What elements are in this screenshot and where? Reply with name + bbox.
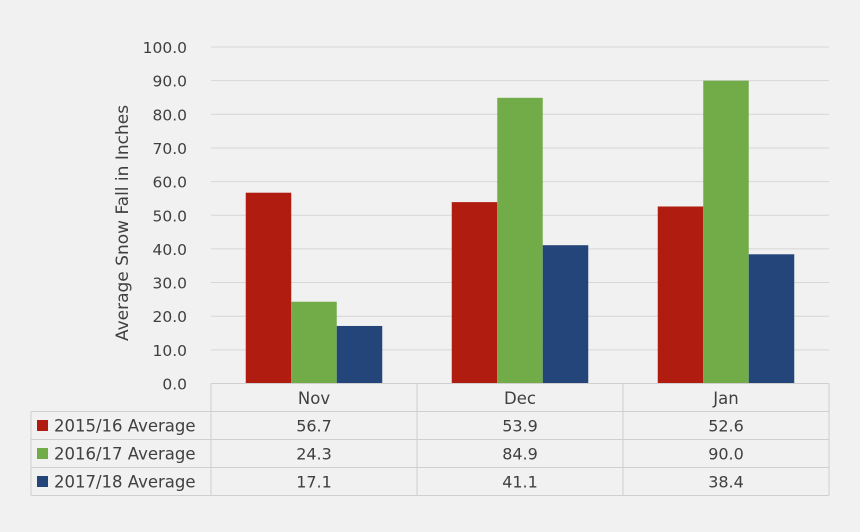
- legend-label: 2017/18 Average: [54, 473, 196, 492]
- bar-dec-series-3: [542, 245, 589, 384]
- data-cell: 56.7: [296, 417, 332, 436]
- y-tick-label: 50.0: [152, 207, 187, 225]
- data-cell: 84.9: [502, 445, 538, 464]
- bars: [245, 80, 795, 384]
- y-axis-ticks: 0.0 10.0 20.0 30.0 40.0 50.0 60.0 70.0 80.0 90.0 1…: [143, 39, 187, 394]
- data-cell: 52.6: [708, 417, 744, 436]
- data-cell: 41.1: [502, 473, 538, 492]
- y-tick-label: 10.0: [152, 342, 187, 360]
- data-cell: 24.3: [296, 445, 332, 464]
- y-tick-label: 30.0: [152, 275, 187, 293]
- category-label-nov: Nov: [298, 389, 330, 408]
- category-label-dec: Dec: [504, 389, 536, 408]
- y-tick-label: 60.0: [152, 174, 187, 192]
- y-tick-label: 70.0: [152, 140, 187, 158]
- y-tick-label: 40.0: [152, 241, 187, 259]
- data-cell: 38.4: [708, 473, 744, 492]
- y-tick-label: 90.0: [152, 73, 187, 91]
- bar-nov-series-1: [245, 192, 292, 384]
- y-tick-label: 0.0: [162, 376, 187, 394]
- bar-jan-series-2: [703, 80, 749, 384]
- legend-swatch: [37, 476, 48, 487]
- legend-swatch: [37, 420, 48, 431]
- data-cell: 17.1: [296, 473, 332, 492]
- y-axis-label: Average Snow Fall in Inches: [113, 105, 133, 341]
- bar-jan-series-1: [657, 206, 704, 384]
- legend-label: 2016/17 Average: [54, 445, 196, 464]
- y-tick-label: 20.0: [152, 308, 187, 326]
- bar-nov-series-2: [291, 301, 337, 384]
- data-table: Nov Dec Jan 2015/16 Average 56.7 53.9 52.6 2016…: [30, 383, 830, 496]
- y-tick-label: 100.0: [143, 39, 187, 57]
- bar-jan-series-3: [748, 254, 795, 384]
- legend-label: 2015/16 Average: [54, 417, 196, 436]
- bar-nov-series-3: [336, 325, 383, 384]
- bar-dec-series-1: [451, 202, 498, 384]
- data-cell: 90.0: [708, 445, 744, 464]
- data-cell: 53.9: [502, 417, 538, 436]
- y-tick-label: 80.0: [152, 106, 187, 124]
- bar-dec-series-2: [497, 97, 543, 384]
- legend-swatch: [37, 448, 48, 459]
- category-label-jan: Jan: [712, 389, 738, 408]
